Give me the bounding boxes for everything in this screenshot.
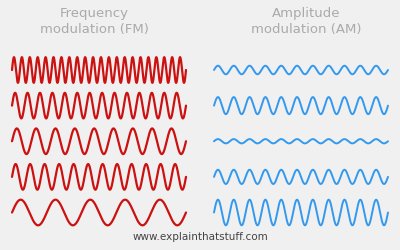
Text: Amplitude
modulation (AM): Amplitude modulation (AM) — [251, 8, 361, 36]
Text: Frequency
modulation (FM): Frequency modulation (FM) — [40, 8, 148, 36]
Text: www.explainthatstuff.com: www.explainthatstuff.com — [132, 232, 268, 242]
